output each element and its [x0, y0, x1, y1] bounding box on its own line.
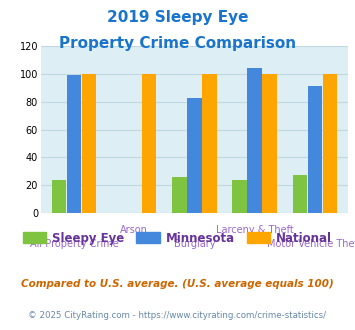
Bar — [172, 177, 186, 213]
Legend: Sleepy Eye, Minnesota, National: Sleepy Eye, Minnesota, National — [18, 227, 337, 249]
Text: Larceny & Theft: Larceny & Theft — [216, 225, 294, 235]
Text: Motor Vehicle Theft: Motor Vehicle Theft — [267, 239, 355, 249]
Bar — [262, 74, 277, 213]
Bar — [232, 180, 247, 213]
Text: Burglary: Burglary — [174, 239, 215, 249]
Bar — [307, 86, 322, 213]
Text: © 2025 CityRating.com - https://www.cityrating.com/crime-statistics/: © 2025 CityRating.com - https://www.city… — [28, 311, 327, 320]
Bar — [82, 74, 96, 213]
Bar — [67, 75, 81, 213]
Bar — [247, 68, 262, 213]
Text: Arson: Arson — [120, 225, 148, 235]
Bar — [202, 74, 217, 213]
Bar — [293, 175, 307, 213]
Text: All Property Crime: All Property Crime — [29, 239, 118, 249]
Bar — [187, 98, 202, 213]
Text: Compared to U.S. average. (U.S. average equals 100): Compared to U.S. average. (U.S. average … — [21, 279, 334, 289]
Bar — [323, 74, 337, 213]
Text: Property Crime Comparison: Property Crime Comparison — [59, 36, 296, 51]
Bar — [142, 74, 157, 213]
Bar — [52, 180, 66, 213]
Text: 2019 Sleepy Eye: 2019 Sleepy Eye — [107, 10, 248, 25]
